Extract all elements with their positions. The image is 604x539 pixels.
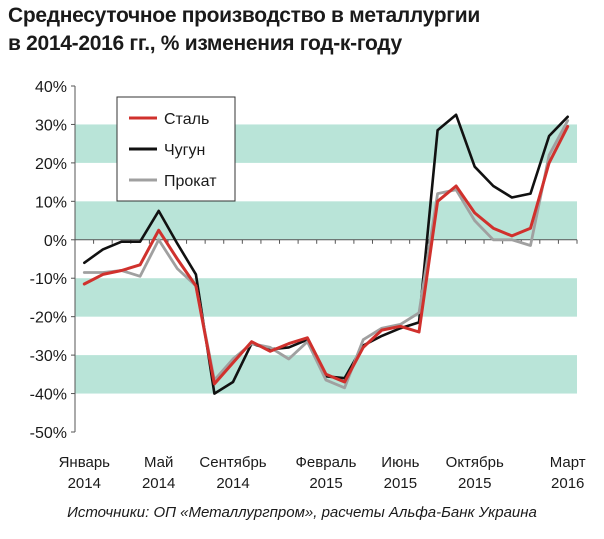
x-tick-label-year: 2015 [458,475,491,492]
x-tick-label-month: Январь [59,454,111,471]
y-tick-label: -10% [30,271,67,288]
x-tick-label-month: Май [144,454,173,471]
legend-label: Сталь [164,111,209,128]
y-tick-label: -30% [30,348,67,365]
x-tick-label-month: Июнь [381,454,419,471]
x-tick-label-year: 2014 [68,475,101,492]
grid-band [75,278,577,317]
x-tick-label-year: 2015 [384,475,417,492]
x-tick-label-month: Сентябрь [199,454,266,471]
legend-label: Чугун [164,142,205,159]
legend-label: Прокат [164,173,217,190]
x-tick-label-month: Октябрь [446,454,504,471]
y-tick-label: -20% [30,310,67,327]
source-note: Источники: ОП «Металлургпром», расчеты А… [67,504,537,521]
x-tick-label-year: 2015 [309,475,342,492]
series-line-rolled [82,119,570,390]
chart-title: Среднесуточное производство в металлурги… [8,2,598,58]
chart-title-line-1: Среднесуточное производство в металлурги… [8,4,480,27]
y-tick-label: 0% [44,233,67,250]
y-tick-label: 30% [35,117,67,134]
x-tick-label-year: 2016 [551,475,584,492]
y-tick-label: 20% [35,156,67,173]
y-tick-label: 10% [35,194,67,211]
series-line-steel [82,124,570,386]
x-tick-label-month: Февраль [296,454,357,471]
x-tick-label-month: Март [550,454,586,471]
x-tick-label-year: 2014 [142,475,175,492]
series-line-pig-iron [83,113,570,395]
x-tick-label-year: 2014 [216,475,249,492]
y-tick-label: 40% [35,79,67,96]
grid-band [75,201,577,240]
y-tick-label: -40% [30,387,67,404]
y-tick-label: -50% [30,425,67,442]
chart-title-line-2: в 2014-2016 гг., % изменения год-к-году [8,32,402,55]
